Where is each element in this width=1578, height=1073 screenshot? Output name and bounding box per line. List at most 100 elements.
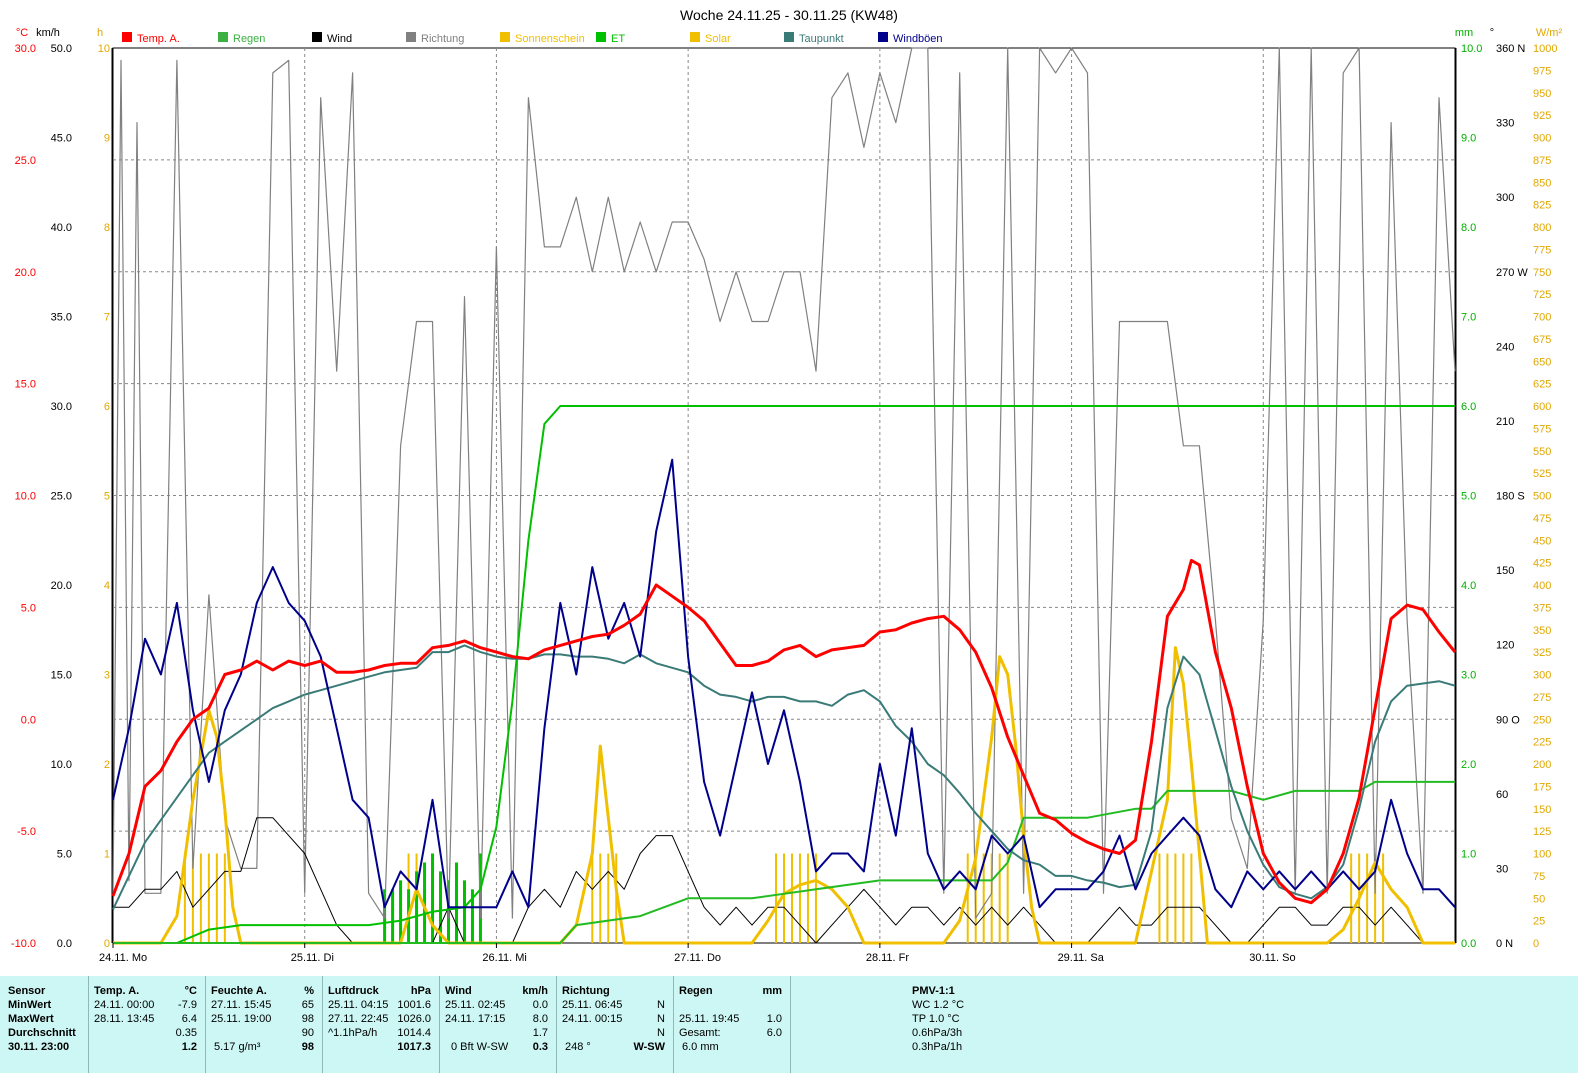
temp-min-time: 24.11. 00:00 [94,999,155,1011]
direction-axis-tick: 210 [1496,416,1514,428]
chart-axes: 30.025.020.015.010.05.00.0-5.0-10.050.04… [11,27,1563,950]
row-label: MinWert [8,999,52,1011]
temp-axis-tick: -5.0 [17,826,36,838]
temp-max-value: 6.4 [181,1013,197,1025]
pressure-unit: hPa [410,985,431,997]
day-label: 25.11. Di [291,952,334,964]
sunshine-axis-tick: 0 [104,938,110,950]
solar-axis-tick: 800 [1533,222,1551,234]
pressure-trend: ^1.1hPa/h [328,1027,378,1039]
solar-axis-tick: 300 [1533,670,1551,682]
solar-axis-tick: 375 [1533,602,1551,614]
solar-axis-tick: 775 [1533,244,1551,256]
axis-unit-label: km/h [36,27,60,39]
solar-axis-tick: 0 [1533,938,1539,950]
pmv-pressure-3h: 0.6hPa/3h [912,1027,963,1039]
pressure-min-time: 25.11. 04:15 [328,999,389,1011]
direction-degrees: 248 ° [565,1041,591,1053]
weather-chart: Woche 24.11.25 - 30.11.25 (KW48) Temp. A… [10,7,1563,964]
wind-min-time: 25.11. 02:45 [445,999,506,1011]
rain-axis-tick: 4.0 [1461,580,1476,592]
pmv-dewpoint: TP 1.0 °C [912,1013,960,1025]
table-column-divider [790,976,791,1073]
row-label: Durchschnitt [8,1027,76,1039]
temp-axis-tick: 25.0 [15,155,36,167]
legend-label: Solar [705,33,731,45]
solar-axis-tick: 825 [1533,200,1551,212]
legend-label: Taupunkt [799,33,844,45]
wind-current: 0.3 [532,1041,548,1053]
wind-axis-tick: 20.0 [51,580,72,592]
pressure-average: 1014.4 [397,1027,431,1039]
statistics-table: Sensor MinWert MaxWert Durchschnitt 30.11. 2… [0,976,1578,1073]
legend-label: Regen [233,33,265,45]
table-column-divider [556,976,557,1073]
legend-swatch [784,32,794,42]
solar-axis-tick: 75 [1533,871,1545,883]
sunshine-axis-tick: 1 [104,849,110,861]
pressure-min-value: 1001.6 [397,999,431,1011]
direction-axis-tick: 60 [1496,789,1508,801]
temp-min-value: -7.9 [178,999,197,1011]
solar-axis-tick: 675 [1533,334,1551,346]
solar-axis-tick: 175 [1533,781,1551,793]
solar-axis-tick: 925 [1533,110,1551,122]
day-label: 26.11. Mi [482,952,526,964]
solar-axis-tick: 525 [1533,468,1551,480]
legend-label: ET [611,33,625,45]
row-label: 30.11. 23:00 [8,1041,70,1053]
wind-axis-tick: 0.0 [57,938,72,950]
legend-label: Wind [327,33,352,45]
temp-max-time: 28.11. 13:45 [94,1013,155,1025]
day-label: 28.11. Fr [866,952,910,964]
temp-axis-tick: 10.0 [15,491,36,503]
solar-axis-tick: 125 [1533,826,1551,838]
row-label: MaxWert [8,1013,54,1025]
solar-axis-tick: 225 [1533,737,1551,749]
humidity-min-value: 65 [301,999,314,1011]
humidity-absolute: 5.17 g/m³ [214,1041,261,1053]
temp-header: Temp. A. [94,985,140,997]
sunshine-axis-tick: 9 [104,133,110,145]
sunshine-axis-tick: 4 [104,580,110,592]
rain-axis-tick: 8.0 [1461,222,1476,234]
wind-axis-tick: 25.0 [51,491,72,503]
temp-unit: °C [184,985,197,997]
rain-axis-tick: 3.0 [1461,670,1476,682]
solar-axis-tick: 50 [1533,893,1545,905]
legend-label: Windböen [893,33,943,45]
wind-axis-tick: 45.0 [51,133,72,145]
pmv-pressure-1h: 0.3hPa/1h [912,1041,963,1053]
rain-total: 6.0 [766,1027,782,1039]
series-et [113,780,1455,944]
temp-axis-tick: 15.0 [15,379,36,391]
rain-axis-tick: 9.0 [1461,133,1476,145]
axis-unit-label: ° [1490,27,1494,39]
chart-lines [111,47,1457,945]
sunshine-axis-tick: 2 [104,759,110,771]
humidity-min-time: 27.11. 15:45 [211,999,272,1011]
solar-axis-tick: 975 [1533,65,1551,77]
solar-axis-tick: 25 [1533,916,1545,928]
direction-axis-tick: 330 [1496,118,1514,130]
direction-axis-tick: 300 [1496,192,1514,204]
legend-swatch [312,32,322,42]
solar-axis-tick: 750 [1533,267,1551,279]
rain-axis-tick: 7.0 [1461,312,1476,324]
axis-unit-label: °C [16,27,28,39]
day-label: 24.11. Mo [99,952,147,964]
solar-axis-tick: 100 [1533,849,1551,861]
rain-axis-tick: 2.0 [1461,759,1476,771]
rain-max-value: 1.0 [766,1013,782,1025]
solar-axis-tick: 475 [1533,513,1551,525]
wind-header: Wind [445,985,472,997]
solar-axis-tick: 875 [1533,155,1551,167]
solar-axis-tick: 650 [1533,356,1551,368]
legend-swatch [406,32,416,42]
wind-min-value: 0.0 [532,999,548,1011]
direction-current: W-SW [633,1041,665,1053]
series-richtung [112,47,1456,919]
direction-axis-tick: 120 [1496,640,1514,652]
wind-axis-tick: 10.0 [51,759,72,771]
direction-header: Richtung [562,985,610,997]
